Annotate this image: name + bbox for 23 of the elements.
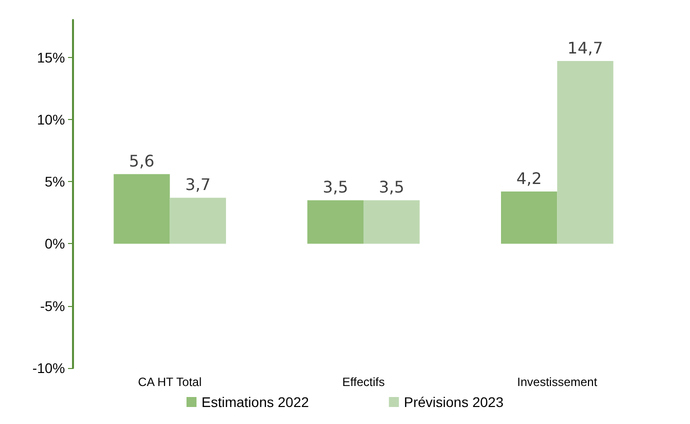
x-tick-label: Investissement <box>517 375 598 389</box>
bar <box>170 198 226 244</box>
y-tick-label: 5% <box>44 174 65 190</box>
y-tick-label: 10% <box>36 111 65 128</box>
x-tick-label: Effectifs <box>342 375 385 389</box>
x-tick-label: CA HT Total <box>138 375 202 389</box>
bar <box>364 200 420 244</box>
bar <box>557 61 614 244</box>
data-label: 3,5 <box>378 178 404 197</box>
bar <box>307 200 364 244</box>
y-tick-label: 0% <box>44 236 65 252</box>
data-label: 3,5 <box>322 178 348 197</box>
bar <box>114 174 170 244</box>
y-tick-label: 15% <box>36 49 65 66</box>
legend-label: Estimations 2022 <box>201 394 310 410</box>
legend-label: Prévisions 2023 <box>404 394 504 410</box>
data-label: 3,7 <box>185 175 211 194</box>
y-tick-label: -5% <box>40 298 65 314</box>
y-tick-label: -10% <box>32 360 65 376</box>
data-label: 14,7 <box>567 38 604 58</box>
data-label: 4,2 <box>516 169 542 188</box>
data-label: 5,6 <box>129 152 154 171</box>
bar <box>501 192 558 244</box>
